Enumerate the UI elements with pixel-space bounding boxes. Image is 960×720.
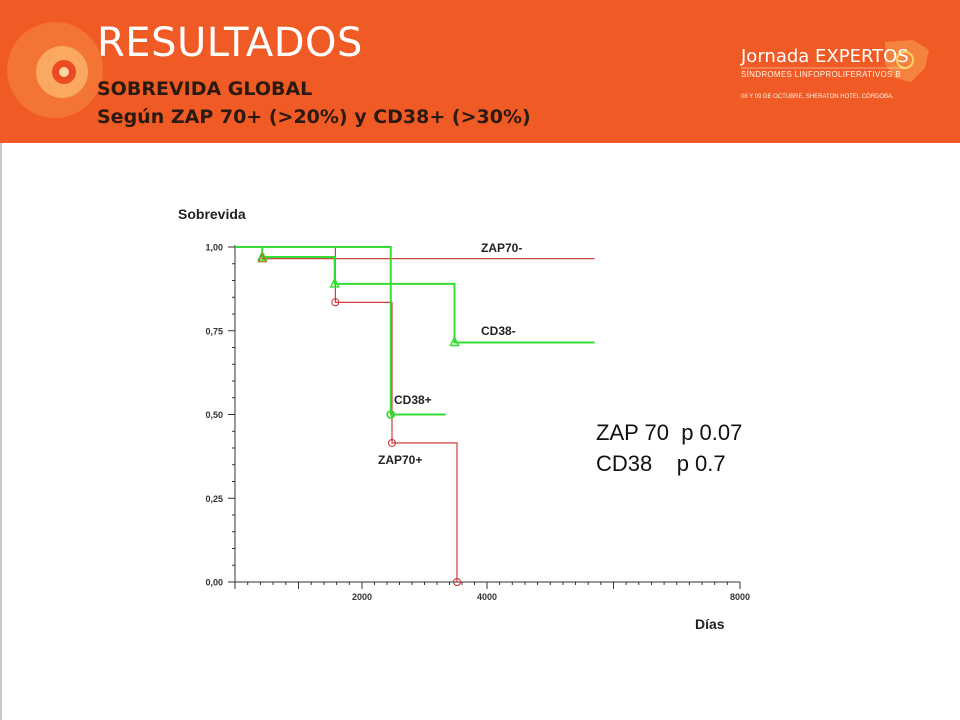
censor-mark [386, 410, 396, 419]
stat-cd38: CD38 p 0.7 [596, 451, 726, 476]
page-title: RESULTADOS [97, 20, 363, 66]
censor-mark [257, 252, 268, 263]
survival-chart: 0,00 0,25 0,50 0,75 1,00 2000 4000 8000 Sobrevi… [178, 206, 750, 632]
y-tick-label: 0,00 [205, 578, 223, 588]
series-label: CD38+ [394, 393, 432, 407]
slide-left-border [0, 143, 2, 720]
title-banner: RESULTADOS SOBREVIDA GLOBAL Según ZAP 70… [0, 0, 960, 143]
series-label: CD38- [481, 324, 516, 338]
event-logo: Jornada EXPERTOS SÍNDROMES LINFOPROLIFER… [735, 38, 945, 108]
stat-zap70: ZAP 70 p 0.07 [596, 420, 743, 445]
page-subtitle-criteria: Según ZAP 70+ (>20%) y CD38+ (>30%) [97, 106, 531, 128]
y-tick-label: 1,00 [205, 243, 223, 253]
page-subtitle: SOBREVIDA GLOBAL [97, 78, 313, 100]
y-tick-label: 0,50 [205, 410, 223, 420]
logo-date: 08 Y 09 DE OCTUBRE, SHERATON HOTEL CÓRDO… [741, 94, 894, 100]
y-axis-title: Sobrevida [178, 206, 246, 222]
censor-mark [388, 438, 396, 447]
series-line-cd38neg [235, 246, 595, 344]
series-label: ZAP70+ [378, 453, 422, 467]
series-line-cd38pos [235, 246, 446, 416]
logo-map-icon [741, 40, 929, 82]
logo-wordmark: Jornada EXPERTOS [741, 46, 909, 67]
x-tick-label: 4000 [477, 592, 497, 602]
y-tick-label: 0,25 [205, 494, 223, 504]
decorative-cell-image [7, 22, 103, 118]
x-tick-label: 2000 [352, 592, 372, 602]
censor-mark [331, 298, 340, 307]
x-tick-label: 8000 [730, 592, 750, 602]
x-axis-title: Días [695, 616, 725, 632]
censor-mark [329, 277, 340, 288]
censor-mark [257, 250, 268, 261]
y-tick-label: 0,75 [205, 326, 223, 336]
censor-mark [453, 578, 461, 586]
censor-mark [449, 335, 460, 347]
logo-tagline: SÍNDROMES LINFOPROLIFERATIVOS B [741, 70, 901, 79]
series-label: ZAP70- [481, 241, 522, 255]
